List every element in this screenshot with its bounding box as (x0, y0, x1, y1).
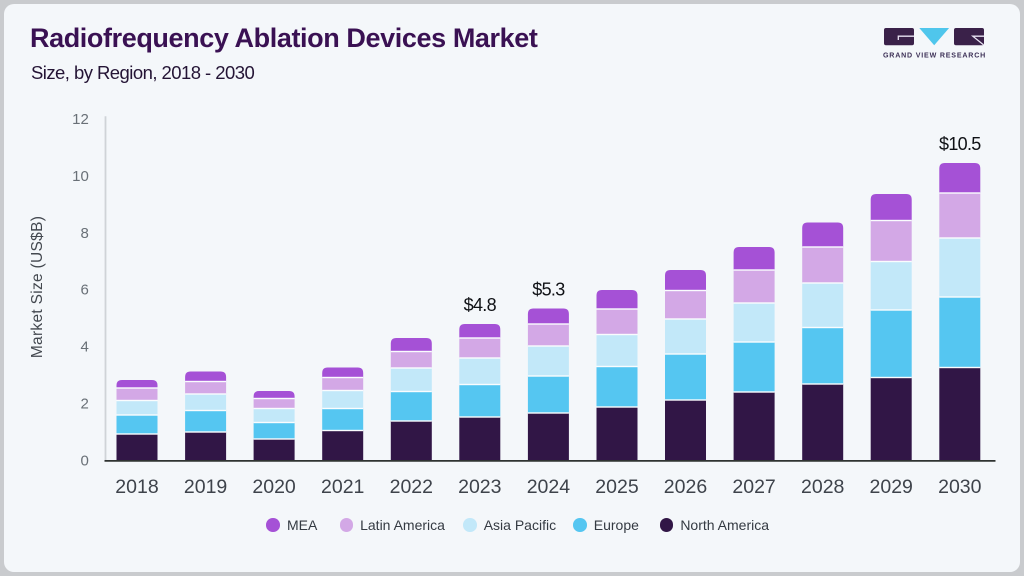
svg-text:2026: 2026 (664, 476, 707, 498)
svg-text:2022: 2022 (390, 476, 433, 498)
svg-text:2019: 2019 (184, 476, 227, 498)
svg-text:2021: 2021 (321, 476, 364, 498)
svg-text:$10.5: $10.5 (939, 134, 981, 154)
svg-text:GRAND VIEW RESEARCH: GRAND VIEW RESEARCH (883, 52, 986, 60)
svg-text:6: 6 (80, 282, 88, 299)
svg-text:2: 2 (80, 396, 88, 413)
svg-text:2025: 2025 (595, 476, 639, 498)
svg-text:Market Size (US$B): Market Size (US$B) (29, 216, 46, 358)
svg-text:10: 10 (72, 168, 89, 185)
svg-text:2020: 2020 (252, 476, 296, 498)
svg-text:2027: 2027 (732, 476, 775, 498)
svg-text:0: 0 (80, 452, 88, 469)
svg-text:8: 8 (80, 225, 88, 242)
svg-text:$5.3: $5.3 (532, 280, 565, 300)
svg-text:$4.8: $4.8 (464, 295, 497, 315)
svg-text:2023: 2023 (458, 476, 501, 498)
svg-text:2018: 2018 (115, 476, 158, 498)
svg-text:4: 4 (80, 339, 88, 356)
svg-text:2024: 2024 (527, 476, 571, 498)
svg-text:12: 12 (72, 111, 89, 128)
svg-text:2028: 2028 (801, 476, 844, 498)
svg-text:2030: 2030 (938, 476, 982, 498)
svg-text:2029: 2029 (870, 476, 913, 498)
